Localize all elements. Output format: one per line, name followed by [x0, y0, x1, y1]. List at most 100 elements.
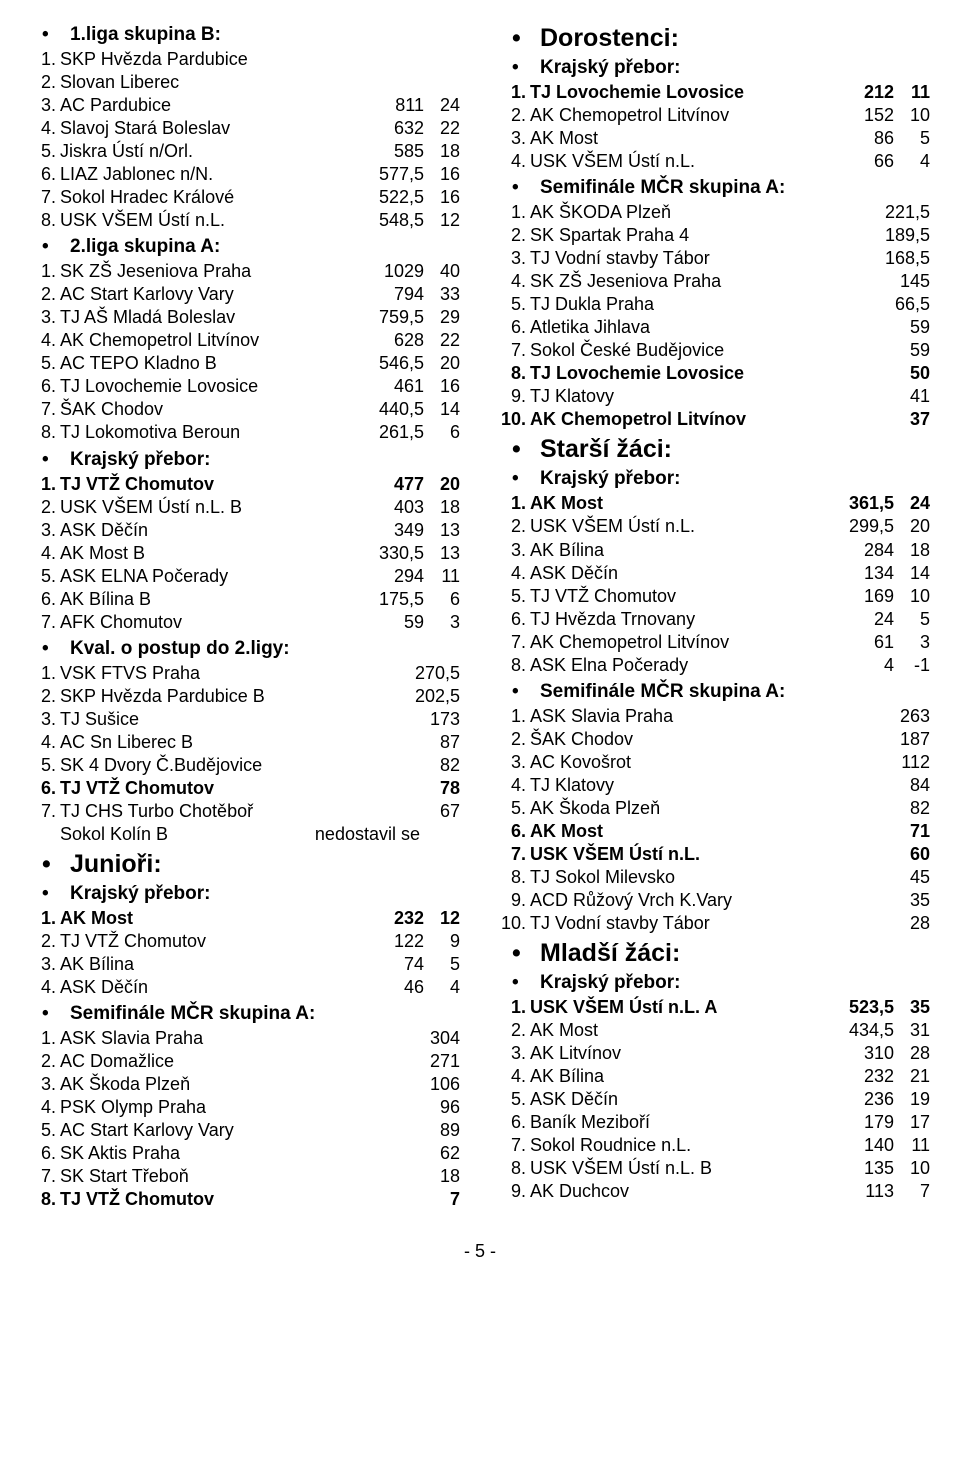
- row-value-2: 11: [894, 1134, 930, 1157]
- row-name: AK Chemopetrol Litvínov: [530, 408, 868, 431]
- row-name: TJ Dukla Praha: [530, 293, 868, 316]
- row-value-1: 310: [832, 1042, 894, 1065]
- row-value-1: 41: [868, 385, 930, 408]
- row-number: 6.: [30, 163, 60, 186]
- row-number: 8.: [500, 1157, 530, 1180]
- row-value-2: 17: [894, 1111, 930, 1134]
- row-name: AC Start Karlovy Vary: [60, 283, 362, 306]
- row-number: 5.: [30, 140, 60, 163]
- table-row: 4.AK Chemopetrol Litvínov62822: [30, 329, 460, 352]
- row-name: Sokol Kolín B: [60, 823, 315, 846]
- table-row: 1.VSK FTVS Praha270,5: [30, 662, 460, 685]
- table-row: 2.SK Spartak Praha 4189,5: [500, 224, 930, 247]
- row-number: 6.: [500, 316, 530, 339]
- table-row: 2.AC Domažlice271: [30, 1050, 460, 1073]
- row-number: 1.: [500, 996, 530, 1019]
- row-name: AK Chemopetrol Litvínov: [530, 104, 832, 127]
- section-heading: Mladší žáci:: [500, 939, 930, 968]
- row-value-1: 284: [832, 539, 894, 562]
- row-note: nedostavil se: [315, 823, 460, 846]
- row-number: 6.: [500, 608, 530, 631]
- row-number: 2.: [30, 685, 60, 708]
- row-name: ASK Děčín: [530, 1088, 832, 1111]
- table-row: 6.LIAZ Jablonec n/N.577,516: [30, 163, 460, 186]
- row-name: TJ Lovochemie Lovosice: [530, 362, 868, 385]
- row-value-2: 21: [894, 1065, 930, 1088]
- row-name: USK VŠEM Ústí n.L.: [530, 843, 868, 866]
- row-number: 2.: [500, 1019, 530, 1042]
- row-name: SK ZŠ Jeseniova Praha: [530, 270, 868, 293]
- row-name: ASK Děčín: [530, 562, 832, 585]
- row-value-1: 59: [868, 339, 930, 362]
- row-value-1: 78: [398, 777, 460, 800]
- row-value-2: 13: [424, 519, 460, 542]
- row-number: 1.: [500, 81, 530, 104]
- row-value-1: 122: [362, 930, 424, 953]
- row-number: 8.: [500, 654, 530, 677]
- row-value-2: 5: [424, 953, 460, 976]
- row-value-2: 5: [894, 608, 930, 631]
- row-name: TJ Klatovy: [530, 385, 868, 408]
- row-value-2: 31: [894, 1019, 930, 1042]
- page-footer: - 5 -: [30, 1241, 930, 1262]
- row-number: 10.: [500, 912, 530, 935]
- table-row: 4.USK VŠEM Ústí n.L.664: [500, 150, 930, 173]
- row-value-1: 24: [832, 608, 894, 631]
- row-name: SK ZŠ Jeseniova Praha: [60, 260, 362, 283]
- table-row: 6.TJ Hvězda Trnovany245: [500, 608, 930, 631]
- table-row: 8.TJ Lovochemie Lovosice50: [500, 362, 930, 385]
- row-value-1: 152: [832, 104, 894, 127]
- table-row: 8.ASK Elna Počerady4-1: [500, 654, 930, 677]
- row-name: TJ VTŽ Chomutov: [60, 930, 362, 953]
- table-row: 10.TJ Vodní stavby Tábor28: [500, 912, 930, 935]
- table-row: 1.AK Most23212: [30, 907, 460, 930]
- row-number: 1.: [30, 907, 60, 930]
- table-row: 2.AC Start Karlovy Vary79433: [30, 283, 460, 306]
- row-name: AK Škoda Plzeň: [530, 797, 868, 820]
- row-name: ASK Děčín: [60, 519, 362, 542]
- row-value-1: 221,5: [868, 201, 930, 224]
- row-number: 7.: [30, 611, 60, 634]
- row-value-1: 18: [398, 1165, 460, 1188]
- row-name: Sokol České Budějovice: [530, 339, 868, 362]
- row-value-2: 5: [894, 127, 930, 150]
- row-number: 9.: [500, 1180, 530, 1203]
- row-number: 1.: [500, 492, 530, 515]
- row-value-1: 811: [362, 94, 424, 117]
- table-row: 3.TJ Sušice173: [30, 708, 460, 731]
- table-row: 7.AK Chemopetrol Litvínov613: [500, 631, 930, 654]
- row-name: ASK ELNA Počerady: [60, 565, 362, 588]
- table-row: 8.TJ Sokol Milevsko45: [500, 866, 930, 889]
- row-name: USK VŠEM Ústí n.L. B: [60, 496, 362, 519]
- row-value-1: 175,5: [362, 588, 424, 611]
- row-value-1: 46: [362, 976, 424, 999]
- row-number: 2.: [500, 104, 530, 127]
- table-row: 9.AK Duchcov1137: [500, 1180, 930, 1203]
- row-value-1: 173: [398, 708, 460, 731]
- row-name: TJ Lovochemie Lovosice: [530, 81, 832, 104]
- row-number: 2.: [500, 728, 530, 751]
- right-column: Dorostenci:Krajský přebor:1.TJ Lovochemi…: [500, 20, 930, 1211]
- row-name: SKP Hvězda Pardubice: [60, 48, 460, 71]
- row-value-1: 403: [362, 496, 424, 519]
- row-value-2: 24: [894, 492, 930, 515]
- row-number: 6.: [500, 820, 530, 843]
- row-name: AC Start Karlovy Vary: [60, 1119, 398, 1142]
- row-name: AK Bílina: [530, 1065, 832, 1088]
- table-row: 4.Slavoj Stará Boleslav63222: [30, 117, 460, 140]
- row-name: AK Most: [60, 907, 362, 930]
- table-row: 3.ASK Děčín34913: [30, 519, 460, 542]
- row-value-2: 19: [894, 1088, 930, 1111]
- row-value-1: 522,5: [362, 186, 424, 209]
- row-value-1: 140: [832, 1134, 894, 1157]
- table-row: 2.USK VŠEM Ústí n.L. B40318: [30, 496, 460, 519]
- table-row: 8.USK VŠEM Ústí n.L.548,512: [30, 209, 460, 232]
- row-number: 7.: [500, 1134, 530, 1157]
- row-value-1: 187: [868, 728, 930, 751]
- row-number: 4.: [500, 562, 530, 585]
- row-value-2: 20: [894, 515, 930, 538]
- table-row: 7.ŠAK Chodov440,514: [30, 398, 460, 421]
- row-number: 4.: [500, 150, 530, 173]
- table-row: 6.TJ VTŽ Chomutov78: [30, 777, 460, 800]
- table-row: 6.TJ Lovochemie Lovosice46116: [30, 375, 460, 398]
